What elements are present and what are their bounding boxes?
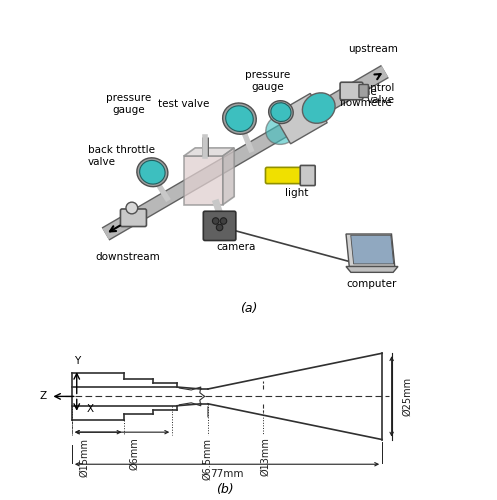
Text: Ø15mm: Ø15mm <box>79 438 89 476</box>
Text: 77mm: 77mm <box>210 468 244 478</box>
Ellipse shape <box>226 106 253 132</box>
Text: pressure
gauge: pressure gauge <box>246 70 291 92</box>
FancyBboxPatch shape <box>340 82 363 100</box>
Text: Z: Z <box>40 392 47 402</box>
Circle shape <box>216 224 223 231</box>
Text: computer: computer <box>347 280 397 289</box>
Text: Ø6.5mm: Ø6.5mm <box>202 438 212 480</box>
FancyBboxPatch shape <box>120 209 147 226</box>
Text: Ø13mm: Ø13mm <box>260 438 270 476</box>
Text: X: X <box>86 404 93 413</box>
Ellipse shape <box>140 160 165 184</box>
Ellipse shape <box>137 158 168 186</box>
Polygon shape <box>346 266 398 272</box>
Ellipse shape <box>266 114 299 144</box>
Text: Ø6mm: Ø6mm <box>129 438 139 470</box>
Circle shape <box>126 202 138 214</box>
FancyBboxPatch shape <box>265 168 305 184</box>
Text: (a): (a) <box>240 302 257 316</box>
Text: Y: Y <box>74 356 80 366</box>
Ellipse shape <box>271 103 291 122</box>
Text: test valve: test valve <box>158 99 209 109</box>
Polygon shape <box>223 148 234 205</box>
Text: downstream: downstream <box>96 252 161 262</box>
Circle shape <box>220 218 227 224</box>
Ellipse shape <box>302 93 335 124</box>
Text: (b): (b) <box>216 484 234 496</box>
FancyBboxPatch shape <box>203 211 236 240</box>
Text: control
valve: control valve <box>358 84 395 105</box>
FancyBboxPatch shape <box>184 156 223 205</box>
Text: upstream: upstream <box>348 44 398 54</box>
FancyBboxPatch shape <box>359 84 368 98</box>
Ellipse shape <box>223 103 256 134</box>
Text: pressure
gauge: pressure gauge <box>106 93 151 115</box>
Text: back throttle
valve: back throttle valve <box>87 145 155 167</box>
Text: Ø25mm: Ø25mm <box>402 377 412 416</box>
FancyBboxPatch shape <box>300 166 315 186</box>
Text: light: light <box>285 188 308 198</box>
Text: turbine
flowmetre: turbine flowmetre <box>339 86 392 108</box>
Polygon shape <box>274 94 327 144</box>
Circle shape <box>212 218 219 224</box>
Polygon shape <box>351 236 394 264</box>
Polygon shape <box>346 234 395 266</box>
Ellipse shape <box>269 100 293 124</box>
Text: camera: camera <box>216 242 255 252</box>
Polygon shape <box>184 148 234 156</box>
